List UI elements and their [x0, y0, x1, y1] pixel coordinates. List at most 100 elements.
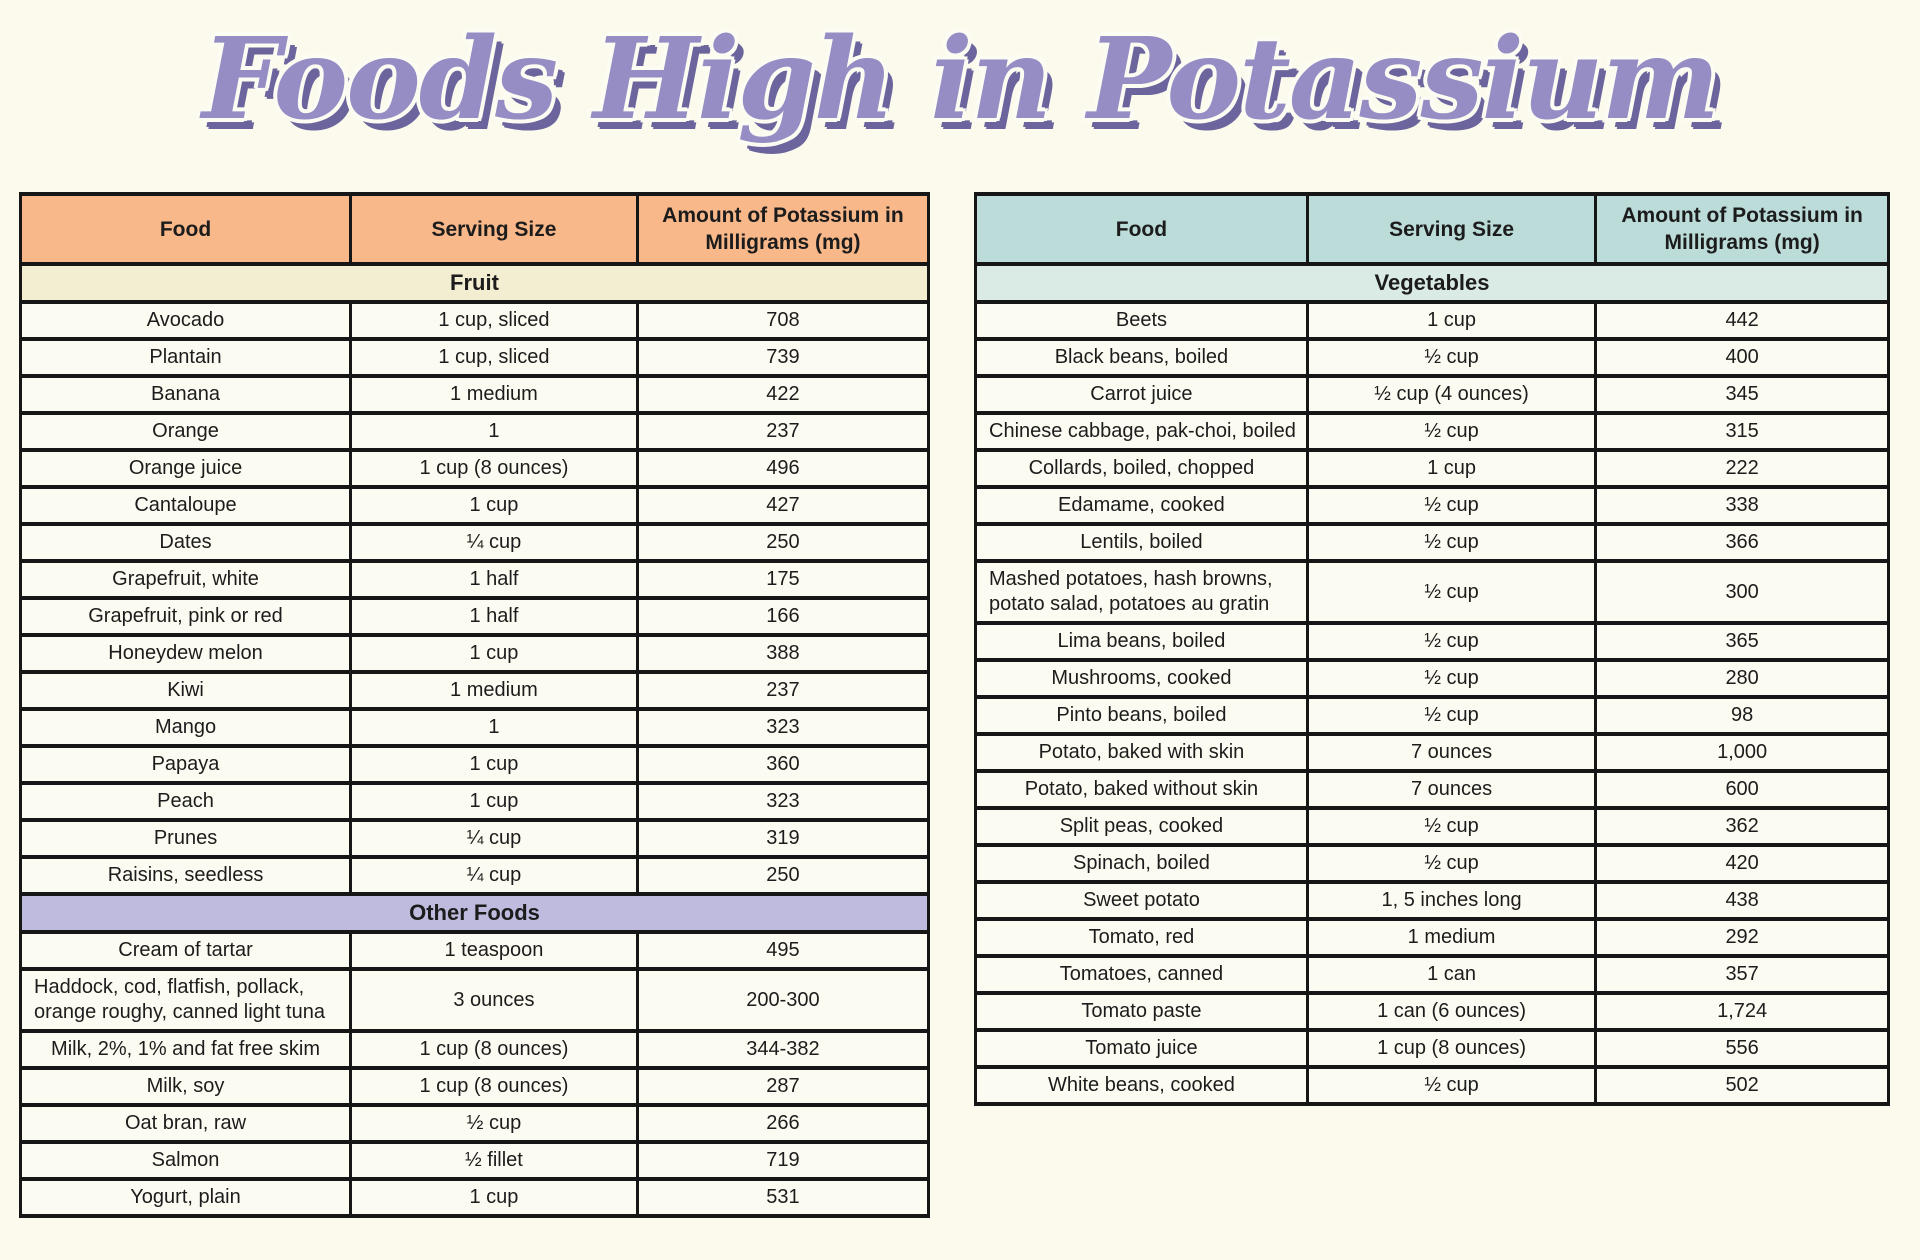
cell-serving: 1 medium: [1305, 917, 1598, 958]
table-row: Lentils, boiled ½ cup 366: [974, 522, 1890, 563]
table-row: Plantain 1 cup, sliced 739: [18, 337, 931, 378]
cell-amount: 531: [635, 1177, 931, 1218]
cell-amount: 300: [1594, 559, 1890, 625]
food-table-fruit-other: Food Serving Size Amount of Potassium in M…: [18, 192, 931, 1218]
cell-amount: 166: [635, 596, 931, 637]
table-row: Raisins, seedless ¼ cup 250: [18, 855, 931, 896]
table-row: Orange 1 237: [18, 411, 931, 452]
cell-food: Edamame, cooked: [974, 485, 1309, 526]
cell-food: Chinese cabbage, pak-choi, boiled: [974, 411, 1309, 452]
cell-food: Milk, soy: [18, 1066, 353, 1107]
cell-serving: ½ cup: [1305, 695, 1598, 736]
cell-food: Grapefruit, white: [18, 559, 353, 600]
cell-serving: 1 cup: [349, 781, 639, 822]
cell-serving: 1, 5 inches long: [1305, 880, 1598, 921]
table-row: Peach 1 cup 323: [18, 781, 931, 822]
cell-food: Lima beans, boiled: [974, 621, 1309, 662]
column-header: Amount of Potassium in Milligrams (mg): [1594, 192, 1890, 266]
cell-food: Pinto beans, boiled: [974, 695, 1309, 736]
cell-serving: 1 cup (8 ounces): [349, 1066, 639, 1107]
cell-serving: ¼ cup: [349, 818, 639, 859]
table-row: Pinto beans, boiled ½ cup 98: [974, 695, 1890, 736]
cell-amount: 400: [1594, 337, 1890, 378]
cell-serving: 1 half: [349, 596, 639, 637]
cell-food: Oat bran, raw: [18, 1103, 353, 1144]
column-header: Food: [18, 192, 353, 266]
cell-serving: 1: [349, 707, 639, 748]
cell-serving: 7 ounces: [1305, 732, 1598, 773]
cell-food: Peach: [18, 781, 353, 822]
cell-food: Tomatoes, canned: [974, 954, 1309, 995]
cell-serving: 1 cup (8 ounces): [1305, 1028, 1598, 1069]
cell-amount: 1,000: [1594, 732, 1890, 773]
cell-amount: 323: [635, 781, 931, 822]
cell-serving: 1 can (6 ounces): [1305, 991, 1598, 1032]
section-header-row: Other Foods: [19, 892, 930, 934]
cell-food: Milk, 2%, 1% and fat free skim: [18, 1029, 353, 1070]
cell-food: Mango: [18, 707, 353, 748]
cell-serving: 1 half: [349, 559, 639, 600]
cell-amount: 496: [635, 448, 931, 489]
cell-serving: 1 cup: [349, 485, 639, 526]
cell-serving: ½ cup: [1305, 621, 1598, 662]
cell-food: Avocado: [18, 300, 353, 341]
cell-amount: 556: [1594, 1028, 1890, 1069]
cell-serving: 1 cup: [1305, 448, 1598, 489]
table-row: Lima beans, boiled ½ cup 365: [974, 621, 1890, 662]
table-row: White beans, cooked ½ cup 502: [974, 1065, 1890, 1106]
cell-amount: 365: [1594, 621, 1890, 662]
cell-food: Haddock, cod, flatfish, pollack, orange …: [18, 967, 353, 1033]
table-row: Tomato juice 1 cup (8 ounces) 556: [974, 1028, 1890, 1069]
table-row: Mushrooms, cooked ½ cup 280: [974, 658, 1890, 699]
cell-amount: 1,724: [1594, 991, 1890, 1032]
cell-amount: 422: [635, 374, 931, 415]
table-row: Papaya 1 cup 360: [18, 744, 931, 785]
table-row: Potato, baked with skin 7 ounces 1,000: [974, 732, 1890, 773]
table-row: Dates ¼ cup 250: [18, 522, 931, 563]
page-title: Foods High in Potassium: [201, 14, 1720, 145]
cell-amount: 222: [1594, 448, 1890, 489]
cell-amount: 250: [635, 522, 931, 563]
cell-serving: 1 cup (8 ounces): [349, 1029, 639, 1070]
cell-serving: ½ cup: [1305, 843, 1598, 884]
cell-food: Kiwi: [18, 670, 353, 711]
cell-serving: ½ cup: [1305, 522, 1598, 563]
cell-amount: 427: [635, 485, 931, 526]
table-row: Banana 1 medium 422: [18, 374, 931, 415]
cell-amount: 366: [1594, 522, 1890, 563]
cell-food: Spinach, boiled: [974, 843, 1309, 884]
cell-serving: 1 cup, sliced: [349, 300, 639, 341]
cell-serving: ½ cup: [1305, 337, 1598, 378]
table-row: Tomato, red 1 medium 292: [974, 917, 1890, 958]
cell-food: Carrot juice: [974, 374, 1309, 415]
cell-food: Split peas, cooked: [974, 806, 1309, 847]
cell-amount: 280: [1594, 658, 1890, 699]
cell-food: Tomato paste: [974, 991, 1309, 1032]
table-row: Cream of tartar 1 teaspoon 495: [18, 930, 931, 971]
table-row: Carrot juice ½ cup (4 ounces) 345: [974, 374, 1890, 415]
cell-serving: ½ cup: [1305, 658, 1598, 699]
section-header-row: Fruit: [19, 262, 930, 304]
header-row: Food Serving Size Amount of Potassium in M…: [18, 192, 931, 266]
cell-amount: 600: [1594, 769, 1890, 810]
table-row: Yogurt, plain 1 cup 531: [18, 1177, 931, 1218]
cell-amount: 739: [635, 337, 931, 378]
cell-food: Salmon: [18, 1140, 353, 1181]
cell-food: Collards, boiled, chopped: [974, 448, 1309, 489]
cell-amount: 362: [1594, 806, 1890, 847]
table-row: Cantaloupe 1 cup 427: [18, 485, 931, 526]
table-row: Black beans, boiled ½ cup 400: [974, 337, 1890, 378]
cell-food: Cantaloupe: [18, 485, 353, 526]
cell-food: Grapefruit, pink or red: [18, 596, 353, 637]
cell-amount: 323: [635, 707, 931, 748]
table-row: Split peas, cooked ½ cup 362: [974, 806, 1890, 847]
table-row: Prunes ¼ cup 319: [18, 818, 931, 859]
cell-food: Mushrooms, cooked: [974, 658, 1309, 699]
table-row: Chinese cabbage, pak-choi, boiled ½ cup 31…: [974, 411, 1890, 452]
cell-food: Potato, baked with skin: [974, 732, 1309, 773]
cell-amount: 319: [635, 818, 931, 859]
cell-food: Potato, baked without skin: [974, 769, 1309, 810]
cell-food: Sweet potato: [974, 880, 1309, 921]
table-row: Grapefruit, white 1 half 175: [18, 559, 931, 600]
table-row: Beets 1 cup 442: [974, 300, 1890, 341]
